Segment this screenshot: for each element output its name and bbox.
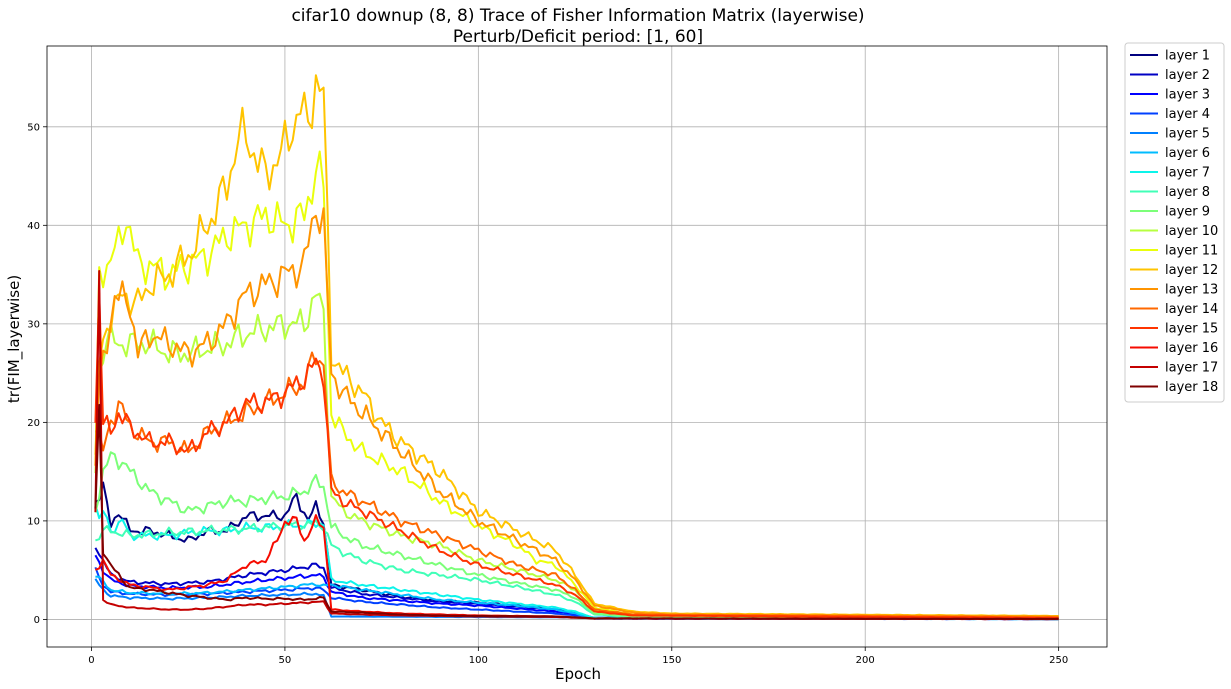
x-tick-label: 50 bbox=[279, 655, 292, 666]
legend-label: layer 17 bbox=[1165, 361, 1218, 376]
y-tick-label: 10 bbox=[27, 516, 40, 527]
plot-frame bbox=[46, 45, 1108, 648]
legend-label: layer 8 bbox=[1165, 185, 1210, 200]
legend-label: layer 6 bbox=[1165, 146, 1210, 161]
x-tick-label: 0 bbox=[88, 655, 94, 666]
legend-label: layer 14 bbox=[1165, 302, 1218, 317]
chart-title: cifar10 downup (8, 8) Trace of Fisher In… bbox=[291, 6, 864, 26]
y-tick-label: 50 bbox=[27, 122, 40, 133]
chart-subtitle: Perturb/Deficit period: [1, 60] bbox=[453, 27, 703, 47]
series-line bbox=[94, 292, 1059, 619]
x-tick-label: 100 bbox=[469, 655, 488, 666]
legend-label: layer 4 bbox=[1165, 107, 1210, 122]
legend: layer 1 layer 2 layer 3 layer 4 layer 5 layer… bbox=[1124, 42, 1225, 403]
legend-label: layer 1 bbox=[1165, 49, 1210, 64]
legend-label: layer 5 bbox=[1165, 127, 1210, 142]
axes: 0 50 100 150 200 250 0 10 20 30 40 50 bbox=[27, 45, 1108, 666]
legend-label: layer 2 bbox=[1165, 68, 1210, 83]
x-tick-label: 200 bbox=[856, 655, 875, 666]
legend-label: layer 12 bbox=[1165, 263, 1218, 278]
y-axis-label: tr(FIM_layerwise) bbox=[5, 275, 24, 403]
legend-label: layer 18 bbox=[1165, 380, 1218, 395]
legend-label: layer 15 bbox=[1165, 322, 1218, 337]
y-tick-label: 40 bbox=[27, 221, 40, 232]
y-tick-label: 0 bbox=[34, 615, 40, 626]
y-tick-label: 30 bbox=[27, 319, 40, 330]
legend-label: layer 3 bbox=[1165, 88, 1210, 103]
legend-label: layer 16 bbox=[1165, 341, 1218, 356]
legend-label: layer 7 bbox=[1165, 166, 1210, 181]
legend-label: layer 11 bbox=[1165, 244, 1218, 259]
y-tick-label: 20 bbox=[27, 418, 40, 429]
x-tick-label: 150 bbox=[662, 655, 681, 666]
x-axis-label: Epoch bbox=[555, 665, 601, 683]
legend-label: layer 10 bbox=[1165, 224, 1218, 239]
legend-label: layer 9 bbox=[1165, 205, 1210, 220]
series-lines bbox=[94, 74, 1059, 621]
legend-label: layer 13 bbox=[1165, 283, 1218, 298]
x-tick-label: 250 bbox=[1049, 655, 1068, 666]
series-line bbox=[94, 403, 1059, 620]
